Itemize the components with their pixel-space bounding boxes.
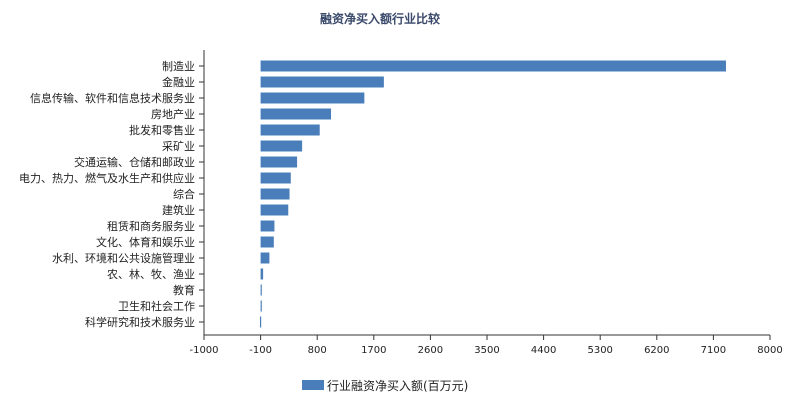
x-tick-label: 2600 (418, 345, 443, 356)
bar (260, 236, 274, 248)
bar (260, 124, 320, 136)
chart-title: 融资净买入额行业比较 (319, 12, 440, 26)
x-tick-label: -100 (249, 345, 272, 356)
category-label: 房地产业 (151, 107, 195, 121)
bar (260, 300, 262, 312)
category-label: 农、林、牧、渔业 (107, 267, 195, 281)
x-tick-label: 5300 (587, 345, 612, 356)
bar (260, 140, 303, 152)
category-label: 水利、环境和公共设施管理业 (52, 251, 195, 265)
category-label: 电力、热力、燃气及水生产和供应业 (19, 171, 195, 185)
x-tick-label: 3500 (474, 345, 499, 356)
bar (260, 60, 726, 72)
category-label: 金融业 (162, 75, 195, 89)
category-label: 科学研究和技术服务业 (85, 315, 195, 329)
bar (260, 156, 298, 168)
bar (260, 108, 332, 120)
category-label: 租赁和商务服务业 (107, 219, 195, 233)
bar (259, 316, 262, 328)
legend-label: 行业融资净买入额(百万元) (327, 378, 469, 393)
x-tick-label: 7100 (701, 345, 726, 356)
category-label: 教育 (173, 283, 195, 297)
category-label: 建筑业 (162, 203, 195, 217)
category-label: 综合 (173, 187, 195, 201)
x-tick-label: 4400 (531, 345, 556, 356)
bar (260, 252, 270, 264)
category-label: 文化、体育和娱乐业 (96, 235, 195, 249)
x-tick-label: 800 (308, 345, 327, 356)
bar (260, 76, 384, 88)
category-label: 批发和零售业 (129, 123, 195, 137)
category-label: 采矿业 (162, 140, 195, 153)
bar (260, 220, 275, 232)
chart-legend: 行业融资净买入额(百万元) (302, 377, 468, 393)
bar (260, 92, 365, 104)
x-tick-label: -1000 (189, 345, 218, 356)
bar (260, 268, 264, 280)
x-tick-label: 8000 (757, 345, 782, 356)
category-label: 卫生和社会工作 (118, 299, 195, 313)
legend-swatch (302, 380, 324, 390)
category-label: 交通运输、仓储和邮政业 (74, 155, 195, 169)
bar (260, 172, 291, 184)
x-tick-label: 1700 (361, 345, 386, 356)
x-tick-label: 6200 (644, 345, 669, 356)
bar (260, 188, 290, 200)
bar (260, 204, 289, 216)
bar (260, 284, 262, 296)
category-label: 制造业 (162, 59, 195, 73)
category-label: 信息传输、软件和信息技术服务业 (30, 91, 195, 105)
